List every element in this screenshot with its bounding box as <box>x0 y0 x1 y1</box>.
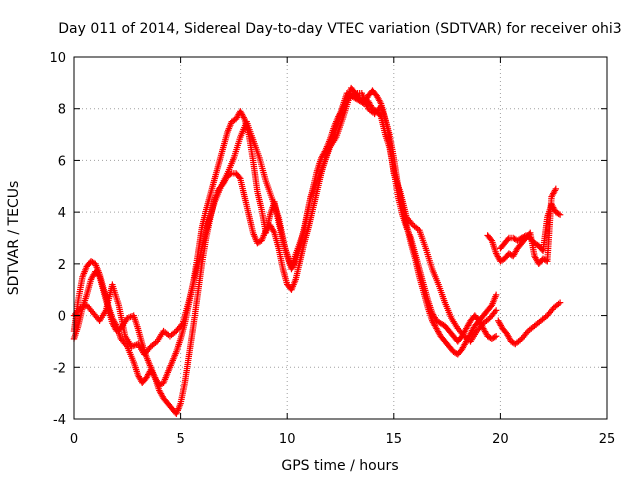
data-point <box>555 210 562 218</box>
y-tick-label: 4 <box>58 206 66 221</box>
data-series <box>70 90 500 358</box>
data-point <box>491 333 498 341</box>
x-tick-label: 10 <box>279 432 296 447</box>
data-series <box>484 185 560 268</box>
data-point <box>492 307 500 314</box>
y-tick-label: -2 <box>53 361 66 376</box>
x-tick-label: 5 <box>176 432 184 447</box>
y-tick-label: 2 <box>58 258 66 273</box>
data-point <box>236 174 243 181</box>
data-point <box>504 236 512 243</box>
data-point <box>492 291 500 299</box>
data-point <box>95 272 102 279</box>
data-point <box>376 111 384 119</box>
y-tick-label: -4 <box>53 413 66 428</box>
data-point <box>492 333 500 340</box>
data-point <box>556 299 564 306</box>
grid-layer <box>74 57 607 419</box>
x-tick-label: 20 <box>492 432 509 447</box>
plot-frame <box>73 56 608 420</box>
data-point <box>552 185 560 193</box>
y-axis-label: SDTVAR / TECUs <box>6 181 22 296</box>
tick-layer: 0 5 10 15 20 25 -4 -2 0 2 4 6 8 10 <box>49 51 615 447</box>
x-tick-label: 0 <box>70 432 78 447</box>
data-series <box>495 299 564 348</box>
chart-title: Day 011 of 2014, Sidereal Day-to-day VTE… <box>58 21 621 37</box>
data-layer <box>70 84 564 418</box>
data-point <box>556 211 564 218</box>
y-tick-label: 6 <box>58 154 66 169</box>
y-tick-label: 0 <box>58 310 66 325</box>
y-tick-label: 10 <box>49 51 66 66</box>
x-tick-label: 25 <box>599 432 616 447</box>
y-tick-label: 8 <box>58 103 66 118</box>
x-axis-label: GPS time / hours <box>281 458 398 474</box>
x-tick-label: 15 <box>386 432 403 447</box>
